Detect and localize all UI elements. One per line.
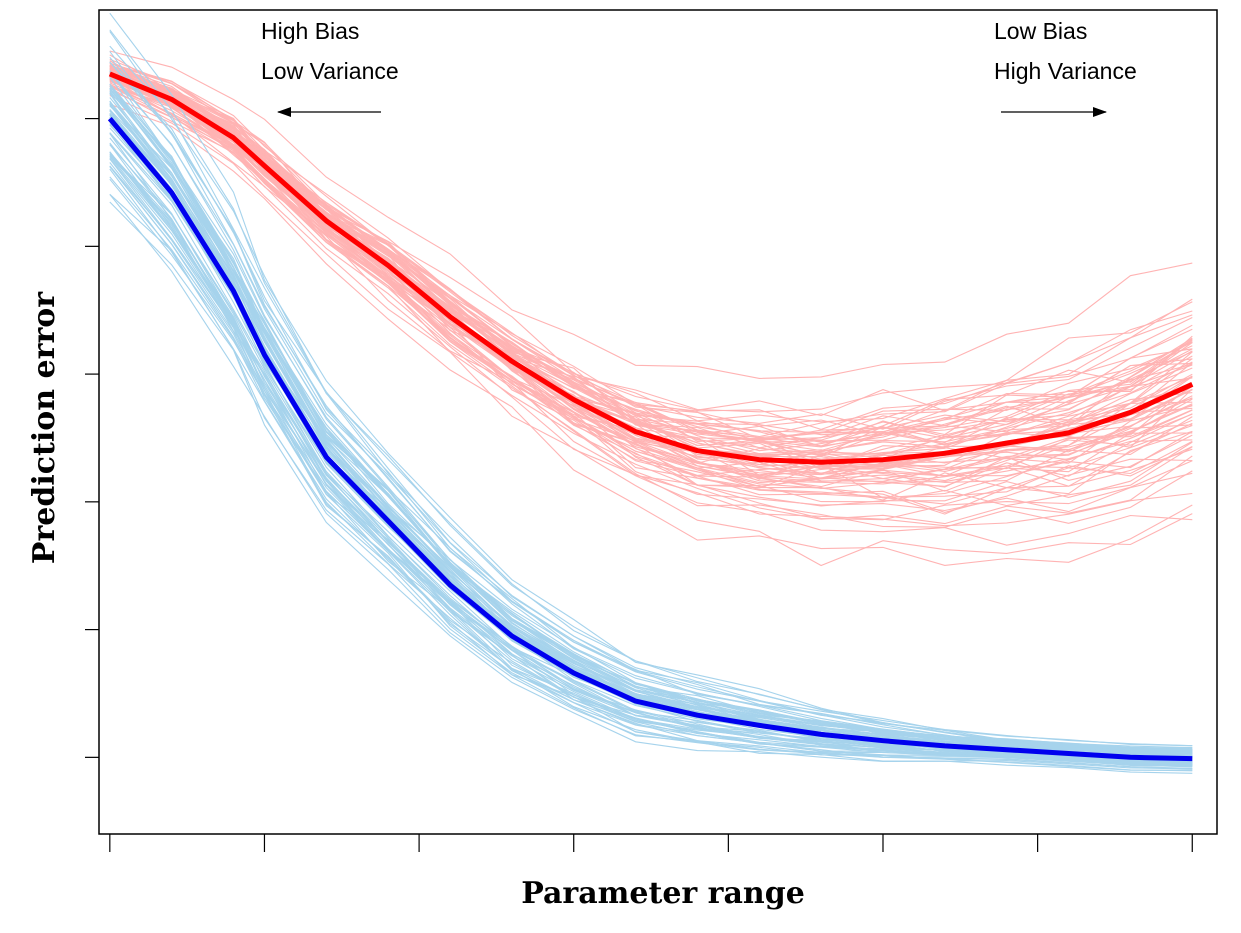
test-replicate-line xyxy=(109,71,1193,452)
test-replicate-line xyxy=(109,86,1193,459)
train-replicate-line xyxy=(109,165,1193,769)
train-replicate-line xyxy=(109,103,1193,760)
test-error-replicates xyxy=(109,50,1193,567)
test-replicate-line xyxy=(109,103,1193,566)
annotation-high-variance: High Variance xyxy=(994,58,1137,84)
test-replicate-line xyxy=(109,78,1193,501)
train-replicate-line xyxy=(109,201,1193,770)
train-replicate-line xyxy=(109,101,1193,763)
train-replicate-line xyxy=(109,142,1193,763)
training-error-replicates xyxy=(109,12,1193,774)
train-replicate-line xyxy=(109,70,1193,747)
train-replicate-line xyxy=(109,72,1193,747)
training-error-mean-line xyxy=(107,116,1193,762)
annotation-low-variance: Low Variance xyxy=(261,58,399,84)
test-replicate-line xyxy=(109,73,1193,430)
plot-frame xyxy=(98,9,1218,835)
test-replicate-line xyxy=(109,68,1193,430)
test-replicate-line xyxy=(109,65,1193,439)
train-replicate-line xyxy=(109,89,1193,756)
test-replicate-line xyxy=(109,85,1193,499)
train-replicate-line xyxy=(109,61,1193,756)
test-replicate-line xyxy=(109,58,1193,436)
mean-error-curves xyxy=(107,71,1194,762)
test-error-mean-line xyxy=(108,71,1194,465)
y-axis-ticks xyxy=(85,117,99,758)
test-replicate-line xyxy=(109,79,1193,447)
train-replicate-line xyxy=(109,178,1193,766)
test-replicate-line xyxy=(109,50,1193,379)
x-axis-ticks xyxy=(109,834,1193,852)
test-replicate-line xyxy=(109,68,1193,482)
train-replicate-line xyxy=(109,45,1193,755)
annotation-low-bias: Low Bias xyxy=(994,18,1087,44)
train-replicate-line xyxy=(109,193,1193,767)
train-replicate-line xyxy=(109,90,1193,752)
train-replicate-line xyxy=(109,114,1193,749)
test-replicate-line xyxy=(109,62,1193,443)
test-replicate-line xyxy=(109,81,1193,528)
train-replicate-line xyxy=(109,176,1193,774)
test-replicate-line xyxy=(109,94,1193,567)
x-axis-title: Parameter range xyxy=(521,876,805,911)
train-replicate-line xyxy=(109,12,1193,753)
test-replicate-line xyxy=(109,83,1193,525)
y-axis-title: Prediction error xyxy=(27,291,62,564)
test-replicate-line xyxy=(109,78,1193,513)
test-replicate-line xyxy=(109,76,1193,484)
annotation-high-bias: High Bias xyxy=(261,18,359,44)
train-replicate-line xyxy=(109,194,1193,765)
test-replicate-line xyxy=(109,71,1193,452)
train-replicate-line xyxy=(109,109,1193,765)
